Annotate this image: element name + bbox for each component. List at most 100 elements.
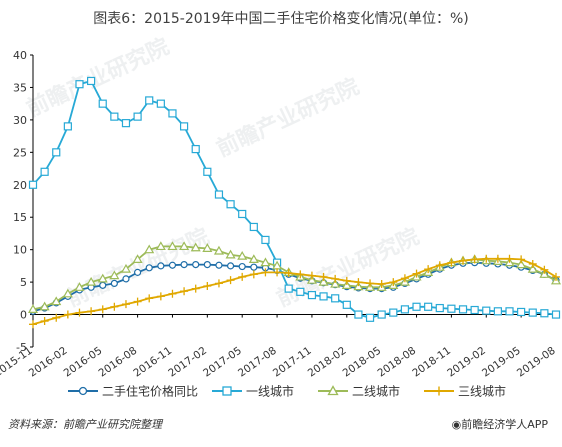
data-point [296, 270, 305, 279]
data-point [319, 292, 328, 301]
series-line [32, 261, 557, 313]
x-tick-label: 2016-02 [27, 345, 70, 380]
data-point [168, 289, 177, 298]
data-point [318, 276, 329, 286]
data-point [482, 254, 491, 263]
data-point [435, 303, 444, 313]
data-point [249, 222, 258, 232]
data-point [97, 273, 108, 283]
data-point [412, 269, 421, 278]
data-point [87, 76, 96, 86]
data-point [180, 287, 189, 296]
data-point [74, 282, 85, 291]
data-point [505, 254, 514, 263]
data-point [99, 281, 107, 289]
data-point [307, 271, 316, 280]
x-tick-label: 2019-08 [515, 345, 558, 380]
x-tick-label: 2018-02 [306, 345, 349, 380]
x-tick-label: 2016-08 [96, 345, 139, 380]
data-point [540, 265, 549, 274]
x-tick-label: 2018-05 [341, 345, 384, 380]
data-point [517, 307, 526, 317]
data-point [389, 278, 398, 287]
data-point [493, 307, 502, 316]
legend-label: 二手住宅价格同比 [102, 384, 198, 399]
data-point [168, 261, 177, 269]
data-point [307, 290, 317, 300]
data-point [203, 282, 212, 291]
x-tick-label: 2017-05 [201, 345, 244, 380]
data-point [470, 255, 479, 264]
data-point [156, 99, 165, 108]
data-point [109, 270, 120, 280]
data-point [120, 263, 132, 273]
series-line [32, 257, 557, 326]
data-point [505, 307, 514, 316]
data-point [40, 167, 49, 176]
data-point [133, 112, 142, 121]
data-point [331, 294, 340, 303]
x-tick-label: 2017-08 [236, 345, 279, 380]
data-point [214, 279, 223, 288]
data-point [145, 264, 153, 272]
y-tick-label: 15 [13, 211, 27, 224]
data-point [180, 260, 188, 269]
data-point [306, 274, 317, 284]
data-point [400, 274, 409, 283]
legend-label: 二线城市 [352, 384, 400, 399]
data-point [342, 300, 351, 309]
data-point [261, 268, 270, 277]
data-point [539, 269, 550, 278]
data-point [133, 297, 142, 306]
data-point [238, 272, 247, 281]
series-line [32, 79, 557, 319]
data-point [121, 300, 130, 309]
data-point [447, 304, 456, 313]
data-point [424, 265, 433, 274]
data-point [157, 262, 165, 270]
x-tick-label: 2016-05 [62, 345, 105, 380]
data-point [447, 258, 456, 267]
data-point [354, 310, 363, 319]
data-point [156, 292, 165, 301]
data-point [493, 254, 502, 263]
data-point [214, 190, 224, 199]
data-point [215, 261, 223, 269]
y-tick-label: 25 [13, 146, 27, 159]
data-point [110, 302, 119, 311]
legend-marker [434, 386, 444, 396]
x-tick-label: 2017-02 [166, 345, 209, 380]
data-point [144, 244, 155, 254]
data-point [284, 269, 293, 278]
data-point [238, 209, 247, 219]
data-point [121, 119, 131, 128]
data-point [249, 270, 258, 279]
data-point [528, 308, 537, 317]
data-point [237, 250, 248, 260]
data-point [424, 302, 433, 311]
data-point [98, 99, 107, 108]
data-point [179, 241, 190, 251]
y-tick-label: -5 [16, 341, 27, 354]
data-point [52, 148, 61, 157]
data-point [527, 263, 538, 273]
data-point [284, 284, 293, 293]
legend-marker [222, 386, 232, 396]
data-point [389, 308, 398, 317]
data-point [203, 260, 211, 269]
data-point [110, 279, 118, 288]
data-point [377, 310, 386, 319]
legend-marker [78, 386, 88, 396]
y-tick-label: 30 [13, 114, 27, 127]
data-point [98, 305, 107, 314]
y-tick-label: 0 [20, 309, 27, 322]
data-point [225, 249, 236, 259]
data-point [87, 307, 96, 316]
data-point [167, 241, 178, 251]
data-point [540, 309, 549, 318]
data-point [39, 301, 50, 311]
data-point [202, 243, 213, 252]
legend-label: 三线城市 [458, 384, 506, 399]
data-point [400, 305, 410, 314]
data-point [482, 306, 491, 315]
